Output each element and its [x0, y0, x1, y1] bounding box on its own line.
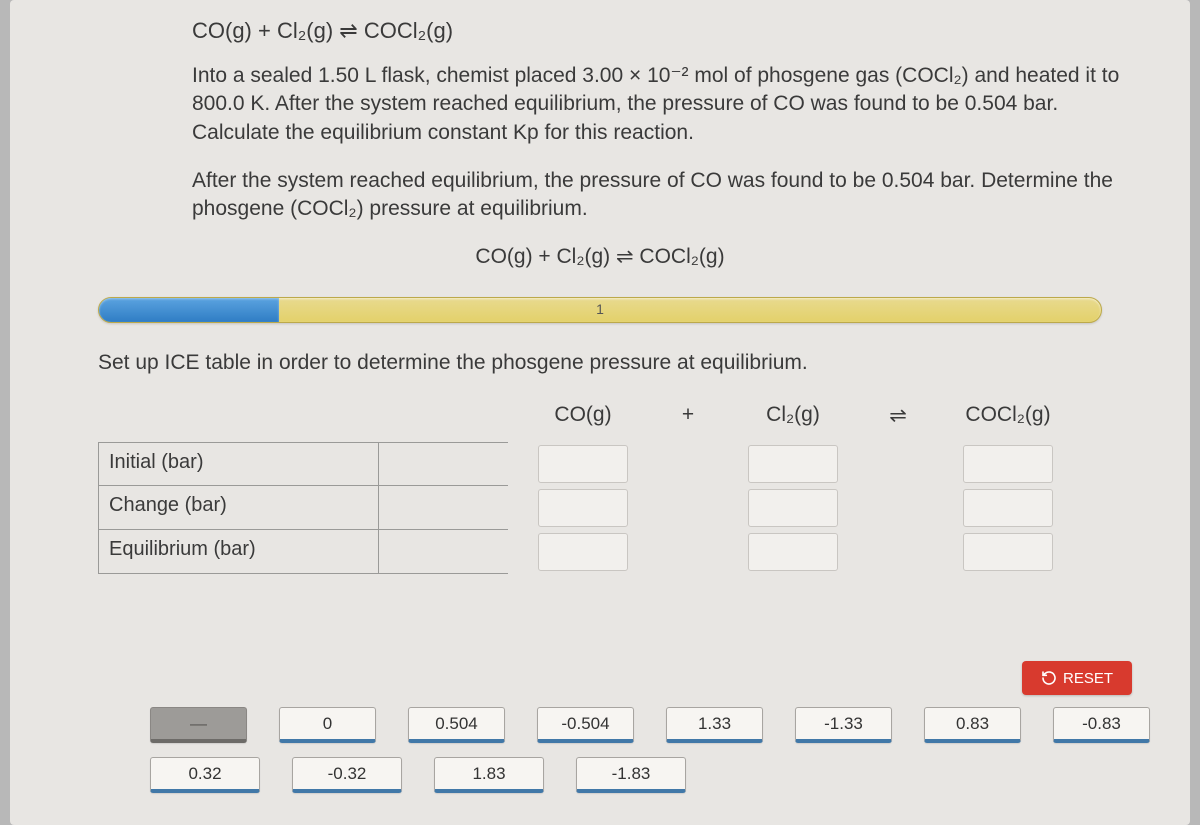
reset-label: RESET	[1063, 670, 1113, 687]
tile-neg133[interactable]: -1.33	[795, 707, 892, 743]
ice-cell	[658, 442, 718, 486]
top-equation: CO(g) + Cl₂(g) ⇌ COCl₂(g)	[192, 18, 1162, 44]
ice-header-blank	[98, 397, 378, 442]
tile-neg083[interactable]: -0.83	[1053, 707, 1150, 743]
ice-cell	[868, 530, 928, 574]
tile-083[interactable]: 0.83	[924, 707, 1021, 743]
answer-tiles: — 0 0.504 -0.504 1.33 -1.33 0.83 -0.83 0…	[150, 707, 1150, 807]
ice-cell	[658, 486, 718, 530]
tile-neg183[interactable]: -1.83	[576, 757, 686, 793]
ice-row-equilibrium: Equilibrium (bar)	[98, 530, 378, 574]
tile-blank[interactable]: —	[150, 707, 247, 743]
dropzone-initial-cl2[interactable]	[718, 442, 868, 486]
ice-cell	[868, 442, 928, 486]
tile-0[interactable]: 0	[279, 707, 376, 743]
ice-header-cl2: Cl₂(g)	[718, 397, 868, 442]
tile-133[interactable]: 1.33	[666, 707, 763, 743]
ice-cell	[658, 530, 718, 574]
tile-neg032[interactable]: -0.32	[292, 757, 402, 793]
ice-header-plus: +	[658, 397, 718, 442]
progress-step-label: 1	[596, 301, 604, 317]
tile-neg0504[interactable]: -0.504	[537, 707, 634, 743]
tiles-row-1: — 0 0.504 -0.504 1.33 -1.33 0.83 -0.83	[150, 707, 1150, 743]
dropzone-initial-co[interactable]	[508, 442, 658, 486]
dropzone-change-cl2[interactable]	[718, 486, 868, 530]
ice-cell	[378, 442, 508, 486]
dropzone-eq-cl2[interactable]	[718, 530, 868, 574]
reset-icon	[1041, 670, 1057, 686]
progress-bar: 1	[98, 297, 1102, 323]
tile-183[interactable]: 1.83	[434, 757, 544, 793]
ice-cell	[378, 486, 508, 530]
problem-paragraph-1: Into a sealed 1.50 L flask, chemist plac…	[192, 62, 1132, 147]
ice-header-blank2	[378, 397, 508, 442]
center-equation: CO(g) + Cl₂(g) ⇌ COCl₂(g)	[38, 244, 1162, 269]
ice-row-change: Change (bar)	[98, 486, 378, 530]
ice-cell	[868, 486, 928, 530]
progress-fill	[99, 298, 279, 322]
dropzone-initial-cocl2[interactable]	[928, 442, 1088, 486]
ice-header-cocl2: COCl₂(g)	[928, 397, 1088, 442]
instruction-text: Set up ICE table in order to determine t…	[98, 351, 1162, 375]
dropzone-eq-cocl2[interactable]	[928, 530, 1088, 574]
ice-header-eq: ⇌	[868, 397, 928, 442]
ice-header-co: CO(g)	[508, 397, 658, 442]
reset-button[interactable]: RESET	[1022, 661, 1132, 695]
tiles-row-2: 0.32 -0.32 1.83 -1.83	[150, 757, 1150, 793]
problem-paragraph-2: After the system reached equilibrium, th…	[192, 167, 1132, 224]
problem-page: CO(g) + Cl₂(g) ⇌ COCl₂(g) Into a sealed …	[10, 0, 1190, 825]
dropzone-eq-co[interactable]	[508, 530, 658, 574]
ice-table: CO(g) + Cl₂(g) ⇌ COCl₂(g) Initial (bar) …	[98, 397, 1122, 574]
dropzone-change-cocl2[interactable]	[928, 486, 1088, 530]
ice-row-initial: Initial (bar)	[98, 442, 378, 486]
tile-032[interactable]: 0.32	[150, 757, 260, 793]
tile-0504[interactable]: 0.504	[408, 707, 505, 743]
ice-cell	[378, 530, 508, 574]
dropzone-change-co[interactable]	[508, 486, 658, 530]
